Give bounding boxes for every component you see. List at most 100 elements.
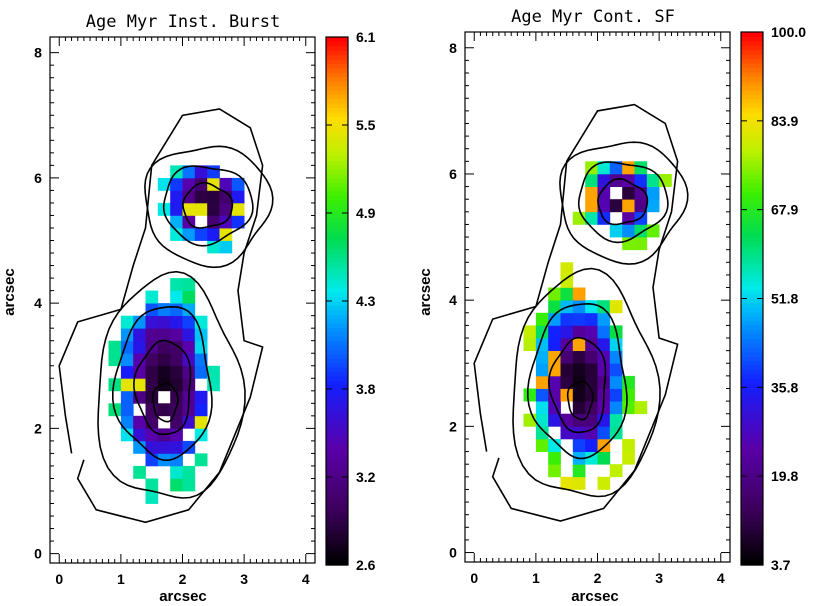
pixel-cell xyxy=(145,290,159,304)
colorbar-segment xyxy=(326,463,348,469)
colorbar-segment xyxy=(741,560,763,566)
pixel-cell xyxy=(622,237,635,251)
pixel-cell xyxy=(219,202,233,216)
pixel-cell xyxy=(597,325,611,339)
pixel-cell xyxy=(231,215,245,229)
colorbar-segment xyxy=(326,406,348,412)
pixel-cell xyxy=(634,161,648,175)
colorbar-segment xyxy=(326,287,348,293)
panel-cont-sf: Age Myr Cont. SF 0 1 2 3 4 0 2 4 6 8 arcsec arcse… xyxy=(417,7,806,605)
colorbar-tick-label: 6.1 xyxy=(356,29,376,45)
colorbar-segment xyxy=(326,182,348,188)
colorbar-segment xyxy=(326,239,348,245)
pixel-cell xyxy=(622,224,635,238)
pixel-cell xyxy=(646,174,660,187)
y-tick-label: 6 xyxy=(34,170,42,186)
pixel-cell xyxy=(194,177,208,191)
pixel-cell xyxy=(194,165,208,179)
colorbar-segment xyxy=(741,40,763,46)
pixel-cell xyxy=(182,303,196,316)
contour-line xyxy=(548,336,607,434)
pixel-cell xyxy=(182,202,196,216)
colorbar-segment xyxy=(326,204,348,210)
colorbar-segment xyxy=(326,305,348,311)
colorbar-segment xyxy=(741,453,763,459)
colorbar-tick-label: 100.0 xyxy=(771,24,806,40)
pixel-cell xyxy=(194,228,208,241)
colorbar-segment xyxy=(326,230,348,236)
colorbar-segment xyxy=(326,45,348,51)
colorbar-segment xyxy=(741,480,763,486)
pixel-cell xyxy=(585,300,598,314)
pixel-cell xyxy=(194,190,208,204)
colorbar-segment xyxy=(326,323,348,328)
pixel-cell xyxy=(170,215,183,229)
colorbar-segment xyxy=(741,280,763,286)
x-tick-label: 3 xyxy=(655,570,663,586)
pixel-cell xyxy=(548,439,561,452)
colorbar-segment xyxy=(741,196,763,202)
pixel-cell xyxy=(535,426,549,440)
colorbar-segment xyxy=(326,261,348,267)
pixel-cell xyxy=(194,403,208,417)
colorbar-segment xyxy=(326,446,348,452)
outer-contour-line xyxy=(58,108,264,524)
pixel-cell xyxy=(585,186,598,200)
colorbar-tick-label: 5.5 xyxy=(356,117,376,133)
colorbar-segment xyxy=(741,347,763,353)
colorbar-segment xyxy=(741,440,763,446)
colorbar-segment xyxy=(326,142,348,148)
pixel-cell xyxy=(145,378,159,392)
pixel-cell xyxy=(597,476,611,490)
colorbar-segment xyxy=(326,534,348,540)
colorbar-segment xyxy=(741,471,763,477)
pixel-cell xyxy=(133,328,146,342)
pixel-cell xyxy=(560,476,574,490)
colorbar-segment xyxy=(741,529,763,535)
colorbar-segment xyxy=(326,292,348,298)
pixel-cell xyxy=(585,426,598,440)
pixel-cell xyxy=(170,365,183,379)
colorbar-segment xyxy=(741,533,763,539)
pixel-cell xyxy=(622,388,635,402)
colorbar-segment xyxy=(741,400,763,406)
colorbar-segment xyxy=(741,285,763,291)
colorbar-segment xyxy=(741,396,763,402)
pixel-cell xyxy=(548,312,561,326)
pixel-cell xyxy=(597,375,611,389)
y-tick-label: 4 xyxy=(449,292,457,308)
colorbar-segment xyxy=(741,342,763,348)
pixel-cell xyxy=(145,365,159,379)
pixel-cell xyxy=(585,413,598,427)
colorbar-segment xyxy=(326,208,348,214)
colorbar-segment xyxy=(741,538,763,544)
pixel-cell xyxy=(597,338,611,351)
pixel-cell xyxy=(194,365,208,379)
colorbar-segment xyxy=(326,336,348,342)
pixel-cell xyxy=(560,325,574,339)
pixel-cell xyxy=(560,287,574,301)
colorbar-segment xyxy=(326,459,348,465)
colorbar-segment xyxy=(741,178,763,184)
colorbar-segment xyxy=(741,311,763,317)
colorbar-segment xyxy=(741,85,763,91)
colorbar-segment xyxy=(326,151,348,157)
contour-lines xyxy=(58,108,274,524)
pixel-cell xyxy=(182,190,196,204)
pixel-cell xyxy=(572,350,586,364)
pixel-cell xyxy=(170,303,183,316)
pixel-cell xyxy=(133,440,146,454)
colorbar-segment xyxy=(741,458,763,464)
pixel-cell xyxy=(560,262,574,276)
colorbar-segment xyxy=(741,427,763,433)
pixel-cell xyxy=(157,440,171,454)
panel-inst-burst: Age Myr Inst. Burst 0 1 2 3 4 0 2 4 6 8 arcsec ar… xyxy=(1,12,376,605)
pixel-cell xyxy=(145,328,159,342)
pixel-cell xyxy=(548,363,561,377)
colorbar-segment xyxy=(326,428,348,434)
pixel-cell xyxy=(585,388,598,402)
colorbar-segment xyxy=(741,547,763,553)
colorbar-segment xyxy=(326,138,348,144)
colorbar-segment xyxy=(326,389,348,394)
pixel-cell xyxy=(157,340,171,354)
